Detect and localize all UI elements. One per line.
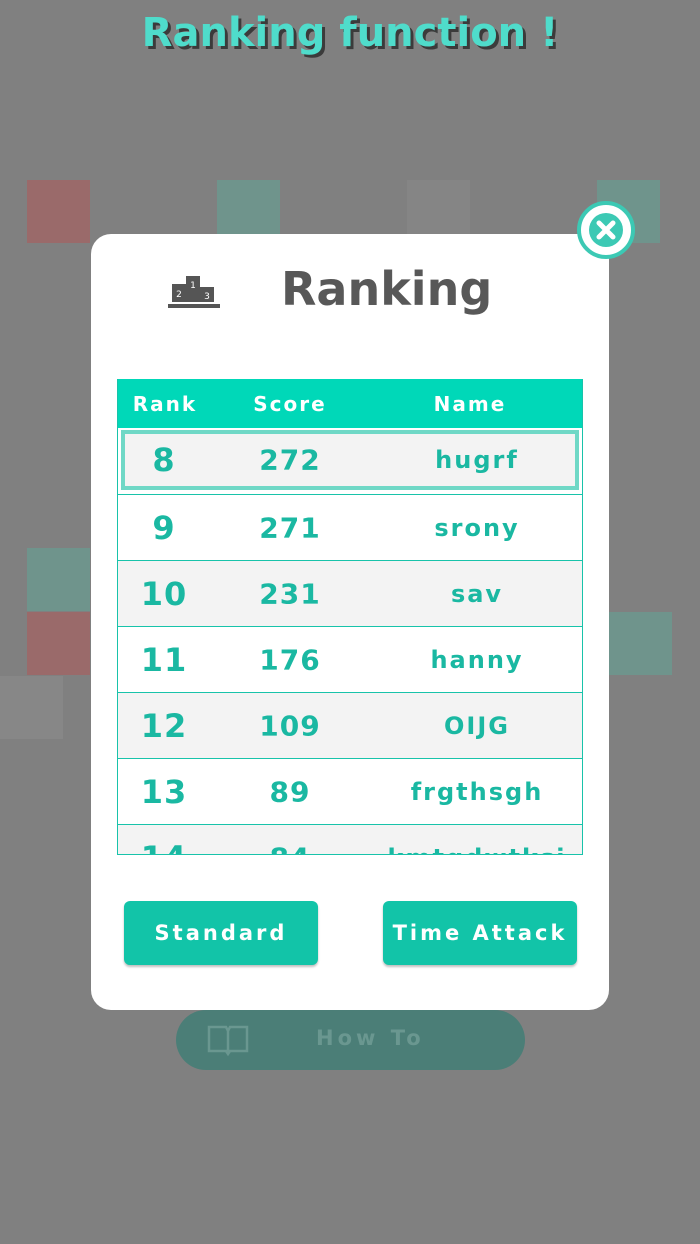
time-attack-button[interactable]: Time Attack <box>383 901 577 965</box>
standard-button[interactable]: Standard <box>124 901 318 965</box>
banner: Ranking function ! <box>141 10 559 56</box>
svg-text:3: 3 <box>204 292 210 302</box>
ranking-table: Rank Score Name 8 272 hugrf 9 271 srony 10 231 s… <box>117 379 583 855</box>
table-cell: 14 <box>141 839 188 855</box>
table-cell: 8 <box>152 441 176 479</box>
tile <box>27 180 90 243</box>
table-cell: 176 <box>259 643 321 676</box>
table-cell: srony <box>434 513 520 542</box>
table-row: 9 271 srony <box>118 494 582 560</box>
table-row: 14 84 kmtgdwtksj <box>118 824 582 855</box>
table-cell: 272 <box>259 443 321 477</box>
tile <box>27 548 90 611</box>
tile <box>217 180 280 243</box>
table-cell: 10 <box>140 574 188 613</box>
header-cell: Rank <box>132 392 198 416</box>
table-cell: 12 <box>140 706 188 745</box>
podium-icon: 1 2 3 <box>168 276 220 308</box>
table-cell: kmtgdwtksj <box>388 844 567 855</box>
table-cell: 89 <box>269 775 311 808</box>
table-cell: hanny <box>430 645 524 674</box>
table-cell: sav <box>450 579 504 608</box>
header-cell: Score <box>253 392 327 416</box>
close-icon <box>589 213 623 247</box>
table-header: Rank Score Name <box>118 379 582 428</box>
table-cell: 109 <box>259 709 321 742</box>
header-cell: Name <box>433 392 507 416</box>
dialog-title: Ranking <box>281 262 493 316</box>
svg-text:2: 2 <box>176 290 182 300</box>
table-cell: OIJG <box>444 711 510 740</box>
close-button[interactable] <box>577 201 635 259</box>
ranking-dialog: 1 2 3 Ranking Rank Score Name 8 272 hugrf 9… <box>91 234 609 1010</box>
table-row: 11 176 hanny <box>118 626 582 692</box>
tile <box>0 676 63 739</box>
table-row: 10 231 sav <box>118 560 582 626</box>
table-cell: frgthsgh <box>410 777 544 806</box>
table-row: 8 272 hugrf <box>121 430 579 490</box>
book-icon <box>207 1025 249 1057</box>
svg-text:1: 1 <box>190 281 196 291</box>
how-to-label: How To <box>316 1026 425 1050</box>
table-cell: 231 <box>259 577 321 610</box>
table-cell: 11 <box>140 640 188 679</box>
table-row: 13 89 frgthsgh <box>118 758 582 824</box>
table-cell: 13 <box>140 772 188 811</box>
tile <box>609 612 672 675</box>
table-row: 12 109 OIJG <box>118 692 582 758</box>
table-cell: 84 <box>270 841 311 854</box>
table-cell: hugrf <box>435 446 519 474</box>
tile <box>407 180 470 243</box>
how-to-button[interactable]: How To <box>176 1010 525 1070</box>
table-cell: 9 <box>152 508 176 547</box>
tile <box>27 612 90 675</box>
table-cell: 271 <box>259 511 321 544</box>
